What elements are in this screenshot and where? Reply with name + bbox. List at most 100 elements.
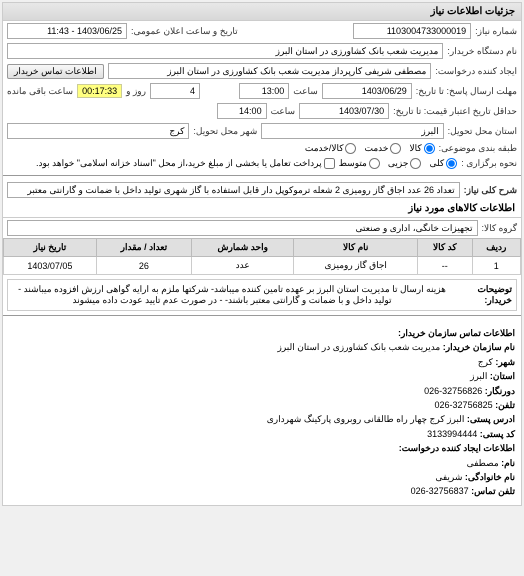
row-goods-group: گروه کالا: تجهیزات خانگی، اداری و صنعتی	[3, 218, 521, 238]
goods-table: ردیف کد کالا نام کالا واحد شمارش تعداد /…	[3, 238, 521, 275]
c-phone-label: تلفن:	[495, 400, 515, 410]
public-date-field: 1403/06/25 - 11:43	[7, 23, 127, 39]
priority-label: نحوه برگزاری :	[461, 158, 517, 169]
c-lastname: شریفی	[435, 472, 462, 482]
prepay-check-item[interactable]: پرداخت تعامل یا بخشی از مبلغ خرید،از محل…	[36, 158, 335, 169]
price-deadline-date-field: 1403/07/30	[299, 103, 389, 119]
th-4: تعداد / مقدار	[96, 239, 191, 257]
c-phone: 32756825-026	[435, 400, 493, 410]
th-5: تاریخ نیاز	[4, 239, 97, 257]
contact-title: اطلاعات تماس سازمان خریدار:	[398, 328, 515, 338]
th-1: کد کالا	[417, 239, 472, 257]
public-date-label: تاریخ و ساعت اعلان عمومی:	[131, 26, 238, 37]
c-postcode-label: کد پستی:	[480, 429, 515, 439]
budget-option-0-label: کالا	[409, 143, 421, 154]
prepay-checkbox[interactable]	[324, 158, 335, 169]
creator-label: ایجاد کننده درخواست:	[435, 66, 517, 77]
c-lastname-label: نام خانوادگی:	[465, 472, 515, 482]
creator-field: مصطفی شریفی کارپرداز مدیریت شعب بانک کشا…	[108, 63, 432, 79]
goods-group-label: گروه کالا:	[482, 223, 517, 234]
budget-option-2[interactable]: کالا/خدمت	[305, 143, 357, 154]
priority-option-0-label: کلی	[429, 158, 444, 169]
budget-radio-1[interactable]	[390, 143, 401, 154]
priority-option-1[interactable]: جزیی	[388, 158, 422, 169]
subject-label: شرح کلی نیاز:	[464, 185, 517, 196]
contact-section: اطلاعات تماس سازمان خریدار: نام سازمان خ…	[3, 320, 521, 505]
deadline-date-field: 1403/06/29	[322, 83, 412, 99]
delivery-province-field: البرز	[261, 123, 443, 139]
separator-2	[3, 315, 521, 316]
prepay-note: پرداخت تعامل یا بخشی از مبلغ خرید،از محل…	[36, 158, 322, 169]
td-2: اجاق گاز رومیزی	[294, 257, 418, 275]
budget-label: طبقه بندی موضوعی:	[439, 143, 517, 154]
row-subject: شرح کلی نیاز: تعداد 26 عدد اجاق گاز رومی…	[3, 180, 521, 200]
buyer-org-label: نام دستگاه خریدار:	[447, 46, 517, 57]
priority-radio-group: کلی جزیی متوسط	[339, 158, 458, 169]
c-contact-phone-label: تلفن تماس:	[471, 486, 515, 496]
c-contact-phone: 32756837-026	[411, 486, 469, 496]
days-label: روز و	[126, 86, 146, 97]
main-panel: جزئیات اطلاعات نیاز شماره نیاز: 11030047…	[2, 2, 522, 506]
separator-1	[3, 175, 521, 176]
td-0: 1	[472, 257, 520, 275]
budget-radio-group: کالا خدمت کالا/خدمت	[305, 143, 435, 154]
priority-option-0[interactable]: کلی	[429, 158, 457, 169]
table-row: 1 -- اجاق گاز رومیزی عدد 26 1403/07/05	[4, 257, 521, 275]
delivery-city-label: شهر محل تحویل:	[193, 126, 257, 137]
c-creator2-label: اطلاعات ایجاد کننده درخواست:	[399, 443, 515, 453]
request-number-field: 1103004733000019	[353, 23, 471, 39]
priority-radio-0[interactable]	[446, 158, 457, 169]
td-1: --	[417, 257, 472, 275]
days-remaining-field: 4	[150, 83, 200, 99]
th-0: ردیف	[472, 239, 520, 257]
budget-option-1[interactable]: خدمت	[364, 143, 401, 154]
row-budget: طبقه بندی موضوعی: کالا خدمت کالا/خدمت	[3, 141, 521, 156]
c-postal-label: ادرس پستی:	[467, 414, 515, 424]
goods-group-field: تجهیزات خانگی، اداری و صنعتی	[7, 220, 478, 236]
row-priority: نحوه برگزاری : کلی جزیی متوسط پرداخت تعا…	[3, 156, 521, 171]
th-2: نام کالا	[294, 239, 418, 257]
c-city-label: شهر:	[495, 357, 515, 367]
c-city: کرج	[478, 357, 493, 367]
price-deadline-label: حداقل تاریخ اعتبار قیمت: تا تاریخ:	[393, 106, 517, 117]
delivery-province-label: استان محل تحویل:	[448, 126, 517, 137]
c-province-label: استان:	[490, 371, 515, 381]
c-postal: البرز کرج چهار راه طالقانی روبروی پارکین…	[267, 414, 465, 424]
priority-option-2-label: متوسط	[339, 158, 367, 169]
buyer-org-field: مدیریت شعب بانک کشاورزی در استان البرز	[7, 43, 443, 59]
th-3: واحد شمارش	[192, 239, 294, 257]
countdown-timer: 00:17:33	[77, 84, 122, 98]
request-number-label: شماره نیاز:	[475, 26, 517, 37]
row-buyer-org: نام دستگاه خریدار: مدیریت شعب بانک کشاور…	[3, 41, 521, 61]
budget-option-2-label: کالا/خدمت	[305, 143, 344, 154]
deadline-time-label: ساعت	[293, 86, 318, 97]
row-price-deadline: حداقل تاریخ اعتبار قیمت: تا تاریخ: 1403/…	[3, 101, 521, 121]
note-text: هزینه ارسال تا مدیریت استان البرز بر عهد…	[12, 284, 452, 306]
c-org: مدیریت شعب بانک کشاورزی در استان البرز	[277, 342, 440, 352]
c-province: البرز	[470, 371, 487, 381]
contact-buyer-button[interactable]: اطلاعات تماس خریدار	[7, 64, 104, 79]
budget-option-1-label: خدمت	[364, 143, 388, 154]
priority-radio-2[interactable]	[369, 158, 380, 169]
priority-option-2[interactable]: متوسط	[339, 158, 380, 169]
c-postcode: 3133994444	[427, 429, 477, 439]
budget-radio-2[interactable]	[345, 143, 356, 154]
priority-option-1-label: جزیی	[388, 158, 409, 169]
deadline-time-field: 13:00	[239, 83, 289, 99]
panel-header: جزئیات اطلاعات نیاز	[3, 3, 521, 21]
c-org-label: نام سازمان خریدار:	[443, 342, 515, 352]
budget-radio-0[interactable]	[424, 143, 435, 154]
row-request-number: شماره نیاز: 1103004733000019 تاریخ و ساع…	[3, 21, 521, 41]
delivery-city-field: کرج	[7, 123, 189, 139]
c-fax-label: دورنگار:	[485, 386, 515, 396]
goods-section-title: اطلاعات کالاهای مورد نیاز	[3, 200, 521, 218]
buyer-note-box: توضیحات خریدار: هزینه ارسال تا مدیریت اس…	[7, 279, 517, 311]
c-name: مصطفی	[467, 458, 499, 468]
price-deadline-time-field: 14:00	[217, 103, 267, 119]
table-header-row: ردیف کد کالا نام کالا واحد شمارش تعداد /…	[4, 239, 521, 257]
priority-radio-1[interactable]	[410, 158, 421, 169]
row-deadline: مهلت ارسال پاسخ: تا تاریخ: 1403/06/29 سا…	[3, 81, 521, 101]
td-3: عدد	[192, 257, 294, 275]
deadline-label: مهلت ارسال پاسخ: تا تاریخ:	[416, 86, 517, 97]
budget-option-0[interactable]: کالا	[409, 143, 434, 154]
